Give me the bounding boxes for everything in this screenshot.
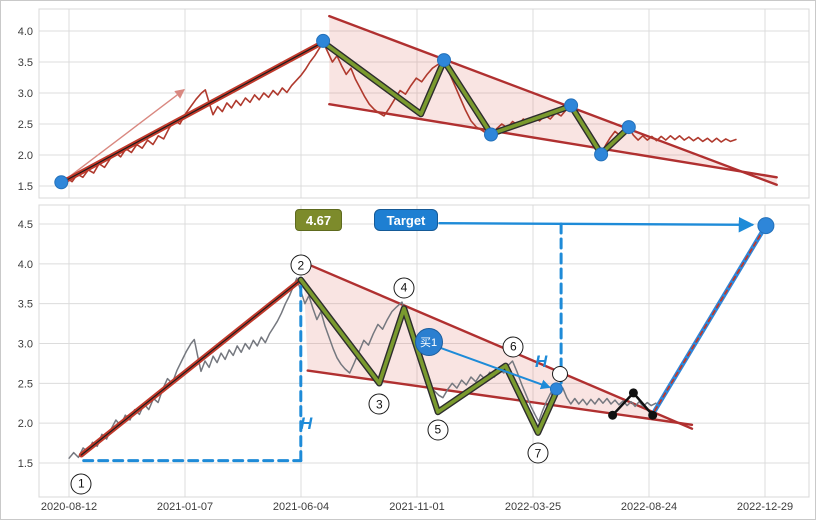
recent-price-dot bbox=[648, 410, 658, 420]
y-tick-label: 2.5 bbox=[18, 119, 33, 131]
y-tick-label: 1.5 bbox=[18, 181, 33, 193]
y-tick-label: 2.0 bbox=[18, 150, 33, 162]
buy-arrow bbox=[440, 346, 551, 390]
target-arrow bbox=[438, 216, 755, 233]
y-tick-label: 3.5 bbox=[18, 57, 33, 69]
projection-dashed-red bbox=[654, 224, 767, 412]
y-tick-label: 2.0 bbox=[18, 418, 33, 430]
y-tick-label: 3.0 bbox=[18, 88, 33, 100]
top-trend-core bbox=[60, 41, 324, 184]
bottom-panel-border bbox=[38, 204, 810, 498]
x-tick-label: 2021-01-07 bbox=[157, 501, 213, 513]
top-wedge-lower-line bbox=[328, 102, 778, 179]
x-tick-label: 2022-12-29 bbox=[737, 501, 793, 513]
pivot-dot bbox=[484, 127, 498, 142]
recent-price-dot bbox=[608, 410, 618, 420]
pivot-dot bbox=[594, 147, 609, 162]
x-tick-label: 2021-06-04 bbox=[273, 501, 329, 513]
y-tick-label: 4.0 bbox=[18, 26, 33, 38]
y-tick-label: 4.0 bbox=[18, 259, 33, 271]
bottom-trend-core bbox=[80, 279, 302, 456]
y-tick-label: 3.0 bbox=[18, 338, 33, 350]
bottom-zigzag bbox=[298, 277, 560, 435]
pivot-dot bbox=[54, 175, 69, 190]
pivot-dot bbox=[437, 53, 451, 68]
y-tick-label: 1.5 bbox=[18, 458, 33, 470]
x-tick-label: 2022-08-24 bbox=[621, 501, 677, 513]
x-tick-label: 2020-08-12 bbox=[41, 501, 97, 513]
bottom-wedge-lower-line bbox=[306, 369, 694, 426]
pivot-dot bbox=[621, 120, 636, 135]
pivot-dot bbox=[564, 98, 579, 113]
target-dot bbox=[757, 217, 775, 235]
pivot-dot bbox=[316, 33, 331, 48]
y-tick-label: 2.5 bbox=[18, 378, 33, 390]
top-panel-border bbox=[38, 8, 810, 199]
top-wedge-upper-line bbox=[328, 14, 778, 187]
recent-price-dot bbox=[628, 388, 638, 398]
impulse-arrow bbox=[64, 89, 185, 181]
entry-dot bbox=[549, 382, 563, 396]
x-tick-label: 2022-03-25 bbox=[505, 501, 561, 513]
y-tick-label: 4.5 bbox=[18, 219, 33, 231]
y-tick-label: 3.5 bbox=[18, 299, 33, 311]
x-tick-label: 2021-11-01 bbox=[389, 501, 444, 513]
